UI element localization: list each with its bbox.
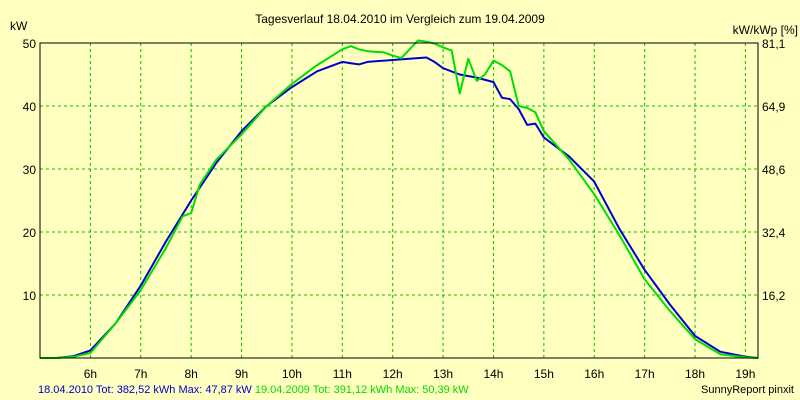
series-line-2	[40, 39, 759, 359]
grid	[40, 42, 758, 358]
y-tick-label: 30	[23, 163, 37, 177]
x-tick-label: 7h	[134, 367, 147, 381]
y-tick-label: 10	[23, 289, 37, 303]
y-tick-label: 40	[23, 100, 37, 114]
chart-title: Tagesverlauf 18.04.2010 im Vergleich zum…	[255, 12, 545, 26]
y-tick-label: 20	[23, 226, 37, 240]
x-tick-label: 16h	[584, 367, 604, 381]
footer: 18.04.2010 Tot: 382,52 kWh Max: 47,87 kW…	[0, 382, 800, 398]
x-tick-label: 8h	[184, 367, 197, 381]
x-tick-label: 13h	[433, 367, 453, 381]
series-lines	[40, 39, 759, 359]
y2-tick-label: 48,6	[762, 163, 786, 177]
y2-tick-label: 64,9	[762, 100, 786, 114]
legend-series-1-summary: 18.04.2010 Tot: 382,52 kWh Max: 47,87 kW	[38, 384, 252, 396]
x-tick-label: 10h	[282, 367, 302, 381]
legend-series-1-text: 18.04.2010 Tot: 382,52 kWh Max: 47,87 kW…	[38, 382, 469, 398]
legend-series-2-summary: 19.04.2009 Tot: 391,12 kWh Max: 50,39 kW	[254, 384, 469, 396]
x-tick-label: 14h	[483, 367, 503, 381]
axes: 10 20 30 40 50 16,2 32,4 48,6 64,9 81,1 6h 7h 8h 9h 10…	[23, 37, 786, 381]
x-tick-label: 11h	[333, 367, 352, 381]
x-tick-label: 6h	[84, 367, 97, 381]
y-axis-label-left: kW	[10, 19, 28, 33]
plot-frame	[39, 42, 759, 359]
x-tick-label: 17h	[635, 367, 655, 381]
y-tick-label: 50	[23, 37, 37, 51]
x-tick-label: 19h	[735, 367, 755, 381]
x-tick-label: 12h	[383, 367, 403, 381]
y2-tick-label: 16,2	[762, 289, 786, 303]
y-axis-label-right: kW/kWp [%]	[733, 23, 798, 37]
y2-tick-label: 32,4	[762, 226, 786, 240]
y2-tick-label: 81,1	[762, 37, 786, 51]
x-tick-label: 15h	[534, 367, 554, 381]
series-line-1	[40, 56, 759, 359]
x-tick-label: 18h	[685, 367, 705, 381]
x-tick-label: 9h	[235, 367, 248, 381]
credit-text: SunnyReport pinxit	[701, 384, 794, 396]
